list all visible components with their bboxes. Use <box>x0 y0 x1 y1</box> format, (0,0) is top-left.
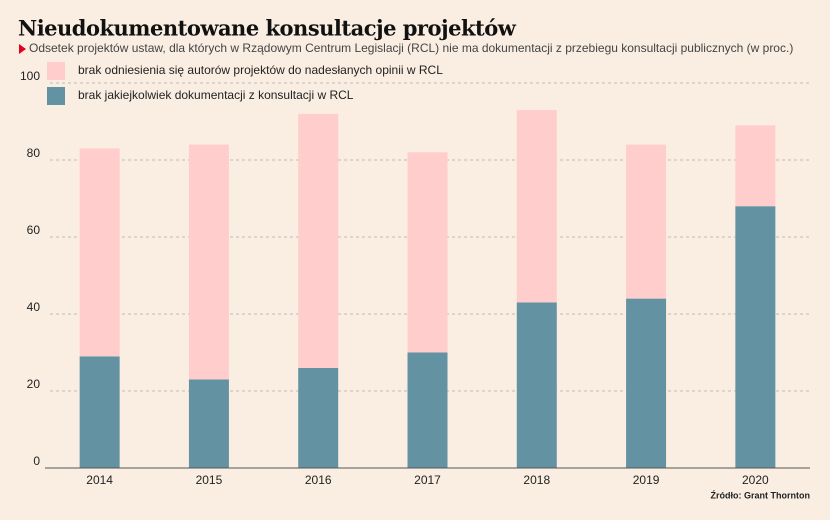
y-tick-label: 40 <box>27 300 41 314</box>
subtitle-marker <box>19 44 26 54</box>
bar-segment <box>735 125 776 207</box>
source: Źródło: Grant Thornton <box>711 490 810 500</box>
legend-swatch <box>47 87 65 105</box>
bar-segment <box>407 352 448 468</box>
legend-label: brak odniesienia się autorów projektów d… <box>78 63 443 77</box>
x-tick-label: 2019 <box>633 473 660 487</box>
bar-segment <box>298 113 339 368</box>
bar-segment <box>516 109 557 303</box>
x-tick-label: 2017 <box>414 473 441 487</box>
bar-segment <box>79 148 120 357</box>
y-tick-label: 80 <box>27 146 41 160</box>
legend-swatch <box>47 62 65 80</box>
y-tick-label: 0 <box>33 454 40 468</box>
bar-segment <box>516 302 557 468</box>
y-tick-label: 20 <box>27 377 41 391</box>
bar-segment <box>79 356 120 468</box>
x-tick-label: 2020 <box>742 473 769 487</box>
x-tick-label: 2015 <box>196 473 223 487</box>
x-tick-label: 2016 <box>305 473 332 487</box>
bar-segment <box>188 144 229 380</box>
chart-title: Nieudokumentowane konsultacje projektów <box>18 16 517 41</box>
bar-segment <box>735 206 776 468</box>
legend-label: brak jakiejkolwiek dokumentacji z konsul… <box>78 88 354 102</box>
bar-segment <box>407 152 448 353</box>
x-tick-label: 2018 <box>523 473 550 487</box>
bar-segment <box>626 144 667 299</box>
bar-segment <box>298 367 339 468</box>
y-tick-label: 100 <box>20 69 40 83</box>
bar-segment <box>188 379 229 468</box>
chart-subtitle: Odsetek projektów ustaw, dla których w R… <box>29 41 793 55</box>
x-tick-label: 2014 <box>86 473 113 487</box>
bar-segment <box>626 298 667 468</box>
y-tick-label: 60 <box>27 223 41 237</box>
